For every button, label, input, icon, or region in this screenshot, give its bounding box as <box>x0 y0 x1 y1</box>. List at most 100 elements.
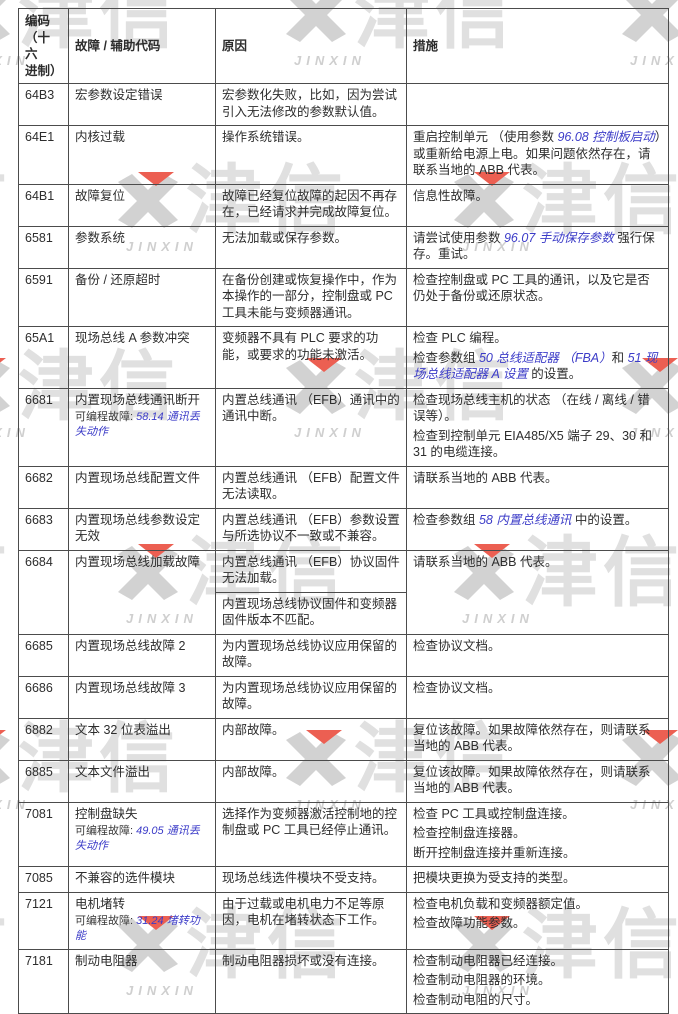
text-paragraph: 变频器不具有 PLC 要求的功能，或要求的功能未激活。 <box>222 330 400 363</box>
action-cell: 请尝试使用参数 96.07 手动保存参数 强行保存。重试。 <box>406 225 669 269</box>
fault-name-cell: 制动电阻器 <box>68 948 216 1014</box>
param-link[interactable]: 49.05 通讯丢失动作 <box>75 825 200 852</box>
table-row: 6581 参数系统 无法加载或保存参数。 请尝试使用参数 96.07 手动保存参数 强… <box>18 225 669 269</box>
text-paragraph: 请联系当地的 ABB 代表。 <box>413 554 662 571</box>
fault-code: 64B1 <box>18 183 69 227</box>
fault-name-cell: 内置现场总线故障 3 <box>68 675 216 719</box>
param-link[interactable]: 31.24 堵转功能 <box>75 915 200 942</box>
text-paragraph: 现场总线选件模块不受支持。 <box>222 870 400 887</box>
param-link[interactable]: 96.08 控制板启动 <box>557 130 655 144</box>
param-link[interactable]: 50 总线适配器 （FBA） <box>478 350 612 365</box>
col-header-cause: 原因 <box>215 8 407 84</box>
text-segment: 制动电阻器损坏或没有连接。 <box>222 953 385 968</box>
fault-name-cell: 不兼容的选件模块 <box>68 866 216 893</box>
cause-cell: 变频器不具有 PLC 要求的功能，或要求的功能未激活。 <box>215 326 407 389</box>
text-paragraph: 在备份创建或恢复操作中，作为本操作的一部分，控制盘或 PC 工具未能与变频器通讯… <box>222 272 400 322</box>
text-segment: 的设置。 <box>527 367 582 381</box>
action-cell: 复位该故障。如果故障依然存在，则请联系当地的 ABB 代表。 <box>406 717 669 761</box>
cause-cell: 宏参数化失败，比如，因为尝试引入无法修改的参数默认值。 <box>215 83 407 126</box>
text-paragraph: 断开控制盘连接并重新连接。 <box>413 845 662 862</box>
text-segment: 检查到控制单元 EIA485/X5 端子 29、30 和 31 的电缆连接。 <box>413 428 652 460</box>
fault-code: 7181 <box>18 948 69 1014</box>
fault-code: 6685 <box>18 633 69 677</box>
text-segment: 在备份创建或恢复操作中，作为本操作的一部分，控制盘或 PC 工具未能与变频器通讯… <box>222 272 398 320</box>
col-header-fault: 故障 / 辅助代码 <box>68 8 216 84</box>
text-segment: 复位该故障。如果故障依然存在，则请联系当地的 ABB 代表。 <box>413 764 651 796</box>
fault-code: 6591 <box>18 267 69 327</box>
text-segment: 变频器不具有 PLC 要求的功能，或要求的功能未激活。 <box>222 331 379 362</box>
text-paragraph: 选择作为变频器激活控制地的控制盘或 PC 工具已经停止通讯。 <box>222 806 400 839</box>
cause-cell: 由于过载或电机电力不足等原因，电机在堵转状态下工作。 <box>215 891 407 950</box>
text-paragraph: 为内置现场总线协议应用保留的故障。 <box>222 638 400 671</box>
cause-cell: 内置总线通讯 （EFB）协议固件无法加载。 内置现场总线协议固件和变频器固件版本不… <box>215 549 407 635</box>
text-paragraph: 操作系统错误。 <box>222 129 400 146</box>
action-cell: 检查参数组 58 内置总线通讯 中的设置。 <box>406 507 669 551</box>
text-segment: 选择作为变频器激活控制地的控制盘或 PC 工具已经停止通讯。 <box>222 806 398 838</box>
table-row: 7121 电机堵转 可编程故障: 31.24 堵转功能 由于过载或电机电力不足等原因，… <box>18 891 669 950</box>
fault-code: 7121 <box>18 891 69 950</box>
cause-cell: 为内置现场总线协议应用保留的故障。 <box>215 633 407 677</box>
fault-name: 备份 / 还原超时 <box>75 272 161 287</box>
table-row: 6684 内置现场总线加载故障 内置总线通讯 （EFB）协议固件无法加载。 内置现场总… <box>18 549 669 635</box>
text-segment: 为内置现场总线协议应用保留的故障。 <box>222 638 398 670</box>
fault-name-cell: 内核过载 <box>68 125 216 185</box>
fault-name: 内核过载 <box>75 130 126 144</box>
fault-name-cell: 宏参数设定错误 <box>68 83 216 126</box>
text-segment: 内置总线通讯 （EFB）参数设置与所选协议不一致或不兼容。 <box>222 512 400 544</box>
fault-name-cell: 内置现场总线故障 2 <box>68 633 216 677</box>
param-link[interactable]: 58.14 通讯丢失动作 <box>75 411 200 438</box>
fault-name: 文本文件溢出 <box>75 764 151 779</box>
fault-code: 6882 <box>18 717 69 761</box>
text-segment: 检查 PLC 编程。 <box>413 331 507 345</box>
text-paragraph: 宏参数化失败，比如，因为尝试引入无法修改的参数默认值。 <box>222 87 400 120</box>
cause-cell: 操作系统错误。 <box>215 125 407 185</box>
text-segment: 检查协议文档。 <box>413 680 501 695</box>
fault-name: 现场总线 A 参数冲突 <box>75 331 190 345</box>
action-cell: 把模块更换为受支持的类型。 <box>406 866 669 893</box>
text-paragraph: 检查协议文档。 <box>413 638 662 655</box>
fault-name: 控制盘缺失 <box>75 806 138 821</box>
fault-name: 制动电阻器 <box>75 953 138 968</box>
fault-name: 文本 32 位表溢出 <box>75 722 171 737</box>
text-segment: 内置总线通讯 （EFB）配置文件无法读取。 <box>222 470 400 502</box>
fault-name: 内置现场总线故障 3 <box>75 680 186 695</box>
fault-code: 7085 <box>18 866 69 893</box>
fault-code: 6683 <box>18 507 69 551</box>
fault-name-cell: 内置现场总线配置文件 <box>68 465 216 509</box>
text-paragraph: 无法加载或保存参数。 <box>222 230 400 247</box>
text-paragraph: 检查参数组 50 总线适配器 （FBA）和 51 现场总线适配器 A 设置 的设… <box>413 350 662 383</box>
text-paragraph: 检查故障功能参数。 <box>413 915 662 932</box>
cause-cell: 现场总线选件模块不受支持。 <box>215 866 407 893</box>
table-row: 7085 不兼容的选件模块 现场总线选件模块不受支持。 把模块更换为受支持的类型。 <box>18 866 669 893</box>
fault-code: 6684 <box>18 549 69 635</box>
action-cell: 检查电机负载和变频器额定值。 检查故障功能参数。 <box>406 891 669 950</box>
param-link[interactable]: 51 现场总线适配器 A 设置 <box>413 350 658 382</box>
text-paragraph: 内部故障。 <box>222 722 400 739</box>
table-row: 6681 内置现场总线通讯断开 可编程故障: 58.14 通讯丢失动作 内置总线通讯 … <box>18 387 669 467</box>
action-cell: 复位该故障。如果故障依然存在，则请联系当地的 ABB 代表。 <box>406 759 669 803</box>
action-cell: 检查协议文档。 <box>406 675 669 719</box>
fault-code: 65A1 <box>18 326 69 389</box>
cause-cell: 故障已经复位故障的起因不再存在，已经请求并完成故障复位。 <box>215 183 407 227</box>
text-segment: 宏参数化失败，比如，因为尝试引入无法修改的参数默认值。 <box>222 88 398 119</box>
fault-name-cell: 内置现场总线加载故障 <box>68 549 216 635</box>
table-row: 64B1 故障复位 故障已经复位故障的起因不再存在，已经请求并完成故障复位。 信息性故… <box>18 183 669 227</box>
param-link[interactable]: 58 内置总线通讯 <box>478 512 572 527</box>
text-paragraph: 检查 PC 工具或控制盘连接。 <box>413 806 662 823</box>
fault-name: 不兼容的选件模块 <box>75 871 176 885</box>
fault-code: 6581 <box>18 225 69 269</box>
action-cell: 重启控制单元 （使用参数 96.08 控制板启动）或重新给电源上电。如果问题依然… <box>406 125 669 185</box>
action-cell: 请联系当地的 ABB 代表。 <box>406 549 669 635</box>
fault-name-cell: 文本 32 位表溢出 <box>68 717 216 761</box>
text-segment: 断开控制盘连接并重新连接。 <box>413 845 576 860</box>
text-segment: 请联系当地的 ABB 代表。 <box>413 554 558 569</box>
text-segment: 请联系当地的 ABB 代表。 <box>413 470 558 485</box>
table-row: 65A1 现场总线 A 参数冲突 变频器不具有 PLC 要求的功能，或要求的功能未激… <box>18 326 669 389</box>
watermark-cn-text: 津信 <box>0 535 12 611</box>
fault-name: 内置现场总线故障 2 <box>75 638 186 653</box>
fault-code: 6885 <box>18 759 69 803</box>
fault-name-cell: 文本文件溢出 <box>68 759 216 803</box>
programmable-fault-note: 可编程故障: 58.14 通讯丢失动作 <box>75 410 209 440</box>
param-link[interactable]: 96.07 手动保存参数 <box>503 230 614 245</box>
